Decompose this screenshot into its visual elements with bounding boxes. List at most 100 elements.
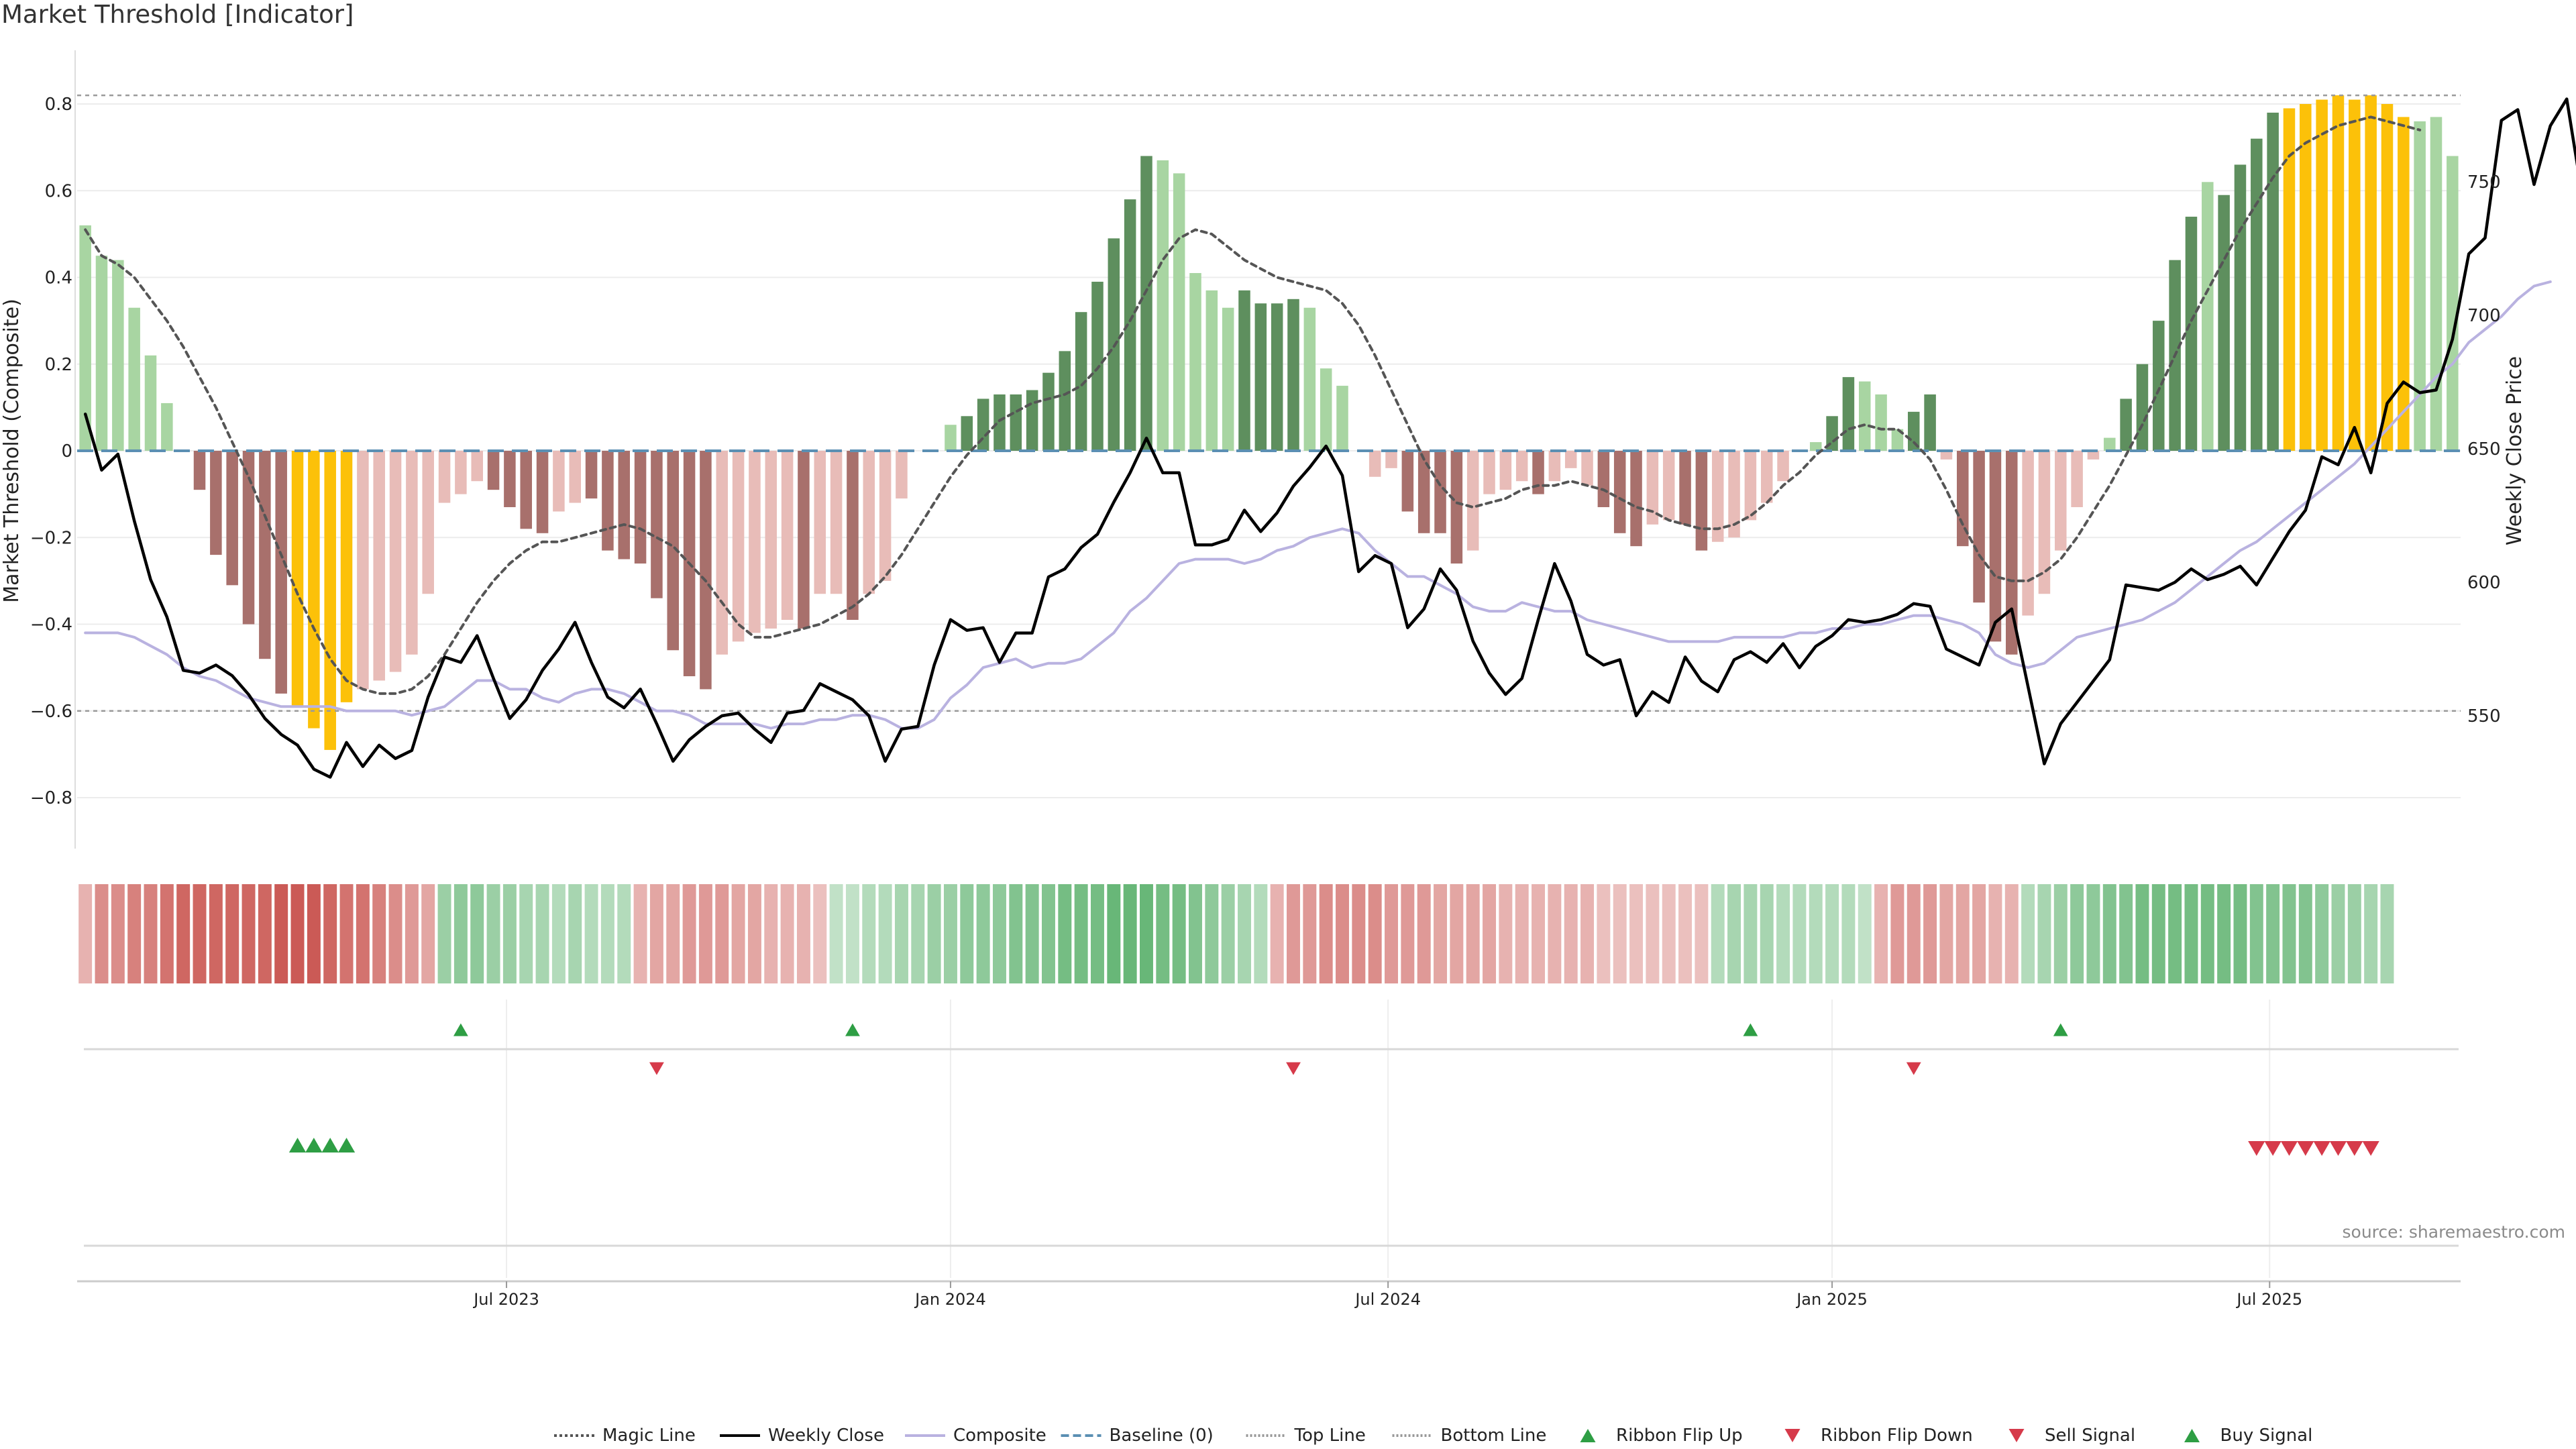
threshold-bar: [1042, 372, 1055, 451]
threshold-bar: [2251, 138, 2263, 451]
threshold-bar: [1777, 451, 1789, 482]
ribbon-cell: [2102, 884, 2116, 983]
threshold-bar: [1320, 368, 1332, 451]
ribbon-cell: [144, 884, 158, 983]
ribbon-cell: [1123, 884, 1137, 983]
threshold-bar: [1026, 390, 1038, 451]
ribbon-cell: [241, 884, 256, 983]
ribbon-cell: [731, 884, 745, 983]
ribbon-flip-down-marker: [1906, 1062, 1921, 1075]
threshold-bar: [128, 307, 140, 451]
ribbon-cell: [111, 884, 125, 983]
threshold-bar: [732, 451, 745, 642]
ribbon-cell: [1009, 884, 1023, 983]
y-tick-label: 0.4: [45, 268, 72, 288]
threshold-bar: [1401, 451, 1414, 512]
ribbon-cell: [1172, 884, 1186, 983]
ribbon-cell: [1270, 884, 1284, 983]
buy-signal-marker: [321, 1138, 339, 1152]
ribbon-cell: [1417, 884, 1431, 983]
y-axis-label: Market Threshold (Composite): [0, 299, 23, 603]
ribbon-cell: [2298, 884, 2312, 983]
ribbon-cell: [666, 884, 680, 983]
threshold-bar: [716, 451, 729, 655]
threshold-bar: [1809, 442, 1822, 451]
threshold-bar: [1417, 451, 1430, 533]
ribbon-cell: [878, 884, 892, 983]
threshold-bar: [406, 451, 418, 655]
threshold-bar: [1858, 381, 1871, 451]
x-tick-label: Jul 2024: [1354, 1290, 1421, 1309]
ribbon-cell: [95, 884, 109, 983]
threshold-bar: [1940, 451, 1953, 460]
ribbon-cell: [1336, 884, 1349, 983]
ribbon-cell: [2282, 884, 2296, 983]
threshold-bar: [1515, 451, 1528, 482]
threshold-bar: [749, 451, 761, 633]
ribbon-cell: [388, 884, 402, 983]
ribbon-cell: [2266, 884, 2280, 983]
y-tick-label: 0.2: [45, 355, 72, 375]
y-tick-label: −0.8: [30, 788, 72, 808]
ribbon-cell: [1939, 884, 1953, 983]
ribbon-cell: [1760, 884, 1774, 983]
threshold-bar: [1254, 303, 1267, 451]
ribbon-cell: [1646, 884, 1660, 983]
threshold-bar: [79, 225, 91, 451]
threshold-bar: [1989, 451, 2002, 642]
ribbon-cell: [258, 884, 272, 983]
threshold-bar: [2153, 321, 2165, 451]
ribbon-cell: [1564, 884, 1578, 983]
threshold-bar: [2332, 95, 2345, 451]
ribbon-cell: [2021, 884, 2035, 983]
ribbon-cell: [2364, 884, 2378, 983]
threshold-bar: [781, 451, 794, 621]
y-right-tick-label: 600: [2467, 573, 2501, 593]
ribbon-cell: [1907, 884, 1921, 983]
threshold-bar: [1564, 451, 1577, 468]
ribbon-cell: [1205, 884, 1219, 983]
ribbon-cell: [992, 884, 1006, 983]
ribbon-cell: [356, 884, 370, 983]
ribbon-cell: [1074, 884, 1088, 983]
ribbon-cell: [470, 884, 484, 983]
threshold-bar: [2398, 117, 2410, 451]
threshold-bar: [1303, 307, 1316, 451]
y-tick-label: −0.4: [30, 615, 72, 635]
threshold-bar: [1891, 429, 1904, 451]
buy-signal-marker: [305, 1138, 323, 1152]
threshold-bar: [226, 451, 238, 586]
threshold-bar: [1059, 351, 1071, 451]
threshold-bar: [324, 451, 336, 750]
ribbon-cell: [1955, 884, 1970, 983]
threshold-bar: [1238, 290, 1250, 451]
sell-signal-marker: [2264, 1141, 2282, 1156]
ribbon-flip-down-marker: [649, 1062, 664, 1075]
ribbon-cell: [1025, 884, 1039, 983]
ribbon-cell: [2331, 884, 2345, 983]
ribbon-cell: [1515, 884, 1529, 983]
legend-item-label: Baseline (0): [1110, 1426, 1214, 1446]
threshold-bar: [275, 451, 287, 694]
sell-signal-marker: [2362, 1141, 2379, 1156]
threshold-bar: [1613, 451, 1626, 533]
threshold-bar: [2447, 156, 2459, 451]
ribbon-cell: [1189, 884, 1202, 983]
ribbon-cell: [1923, 884, 1937, 983]
buy-signal-marker: [337, 1138, 356, 1152]
ribbon-cell: [1890, 884, 1904, 983]
magic-line: [84, 115, 2422, 695]
threshold-bar: [1728, 451, 1740, 538]
threshold-bar: [259, 451, 271, 659]
threshold-bar: [553, 451, 565, 512]
threshold-bar: [2234, 164, 2247, 451]
ribbon-cell: [780, 884, 794, 983]
legend-item-label: Composite: [953, 1426, 1046, 1446]
threshold-bar: [2430, 117, 2443, 451]
sell-signal-marker: [2280, 1141, 2298, 1156]
threshold-bar: [291, 451, 304, 707]
threshold-bar: [1630, 451, 1642, 547]
ribbon-cell: [1825, 884, 1839, 983]
ribbon-cell: [1483, 884, 1497, 983]
ribbon-cell: [976, 884, 990, 983]
